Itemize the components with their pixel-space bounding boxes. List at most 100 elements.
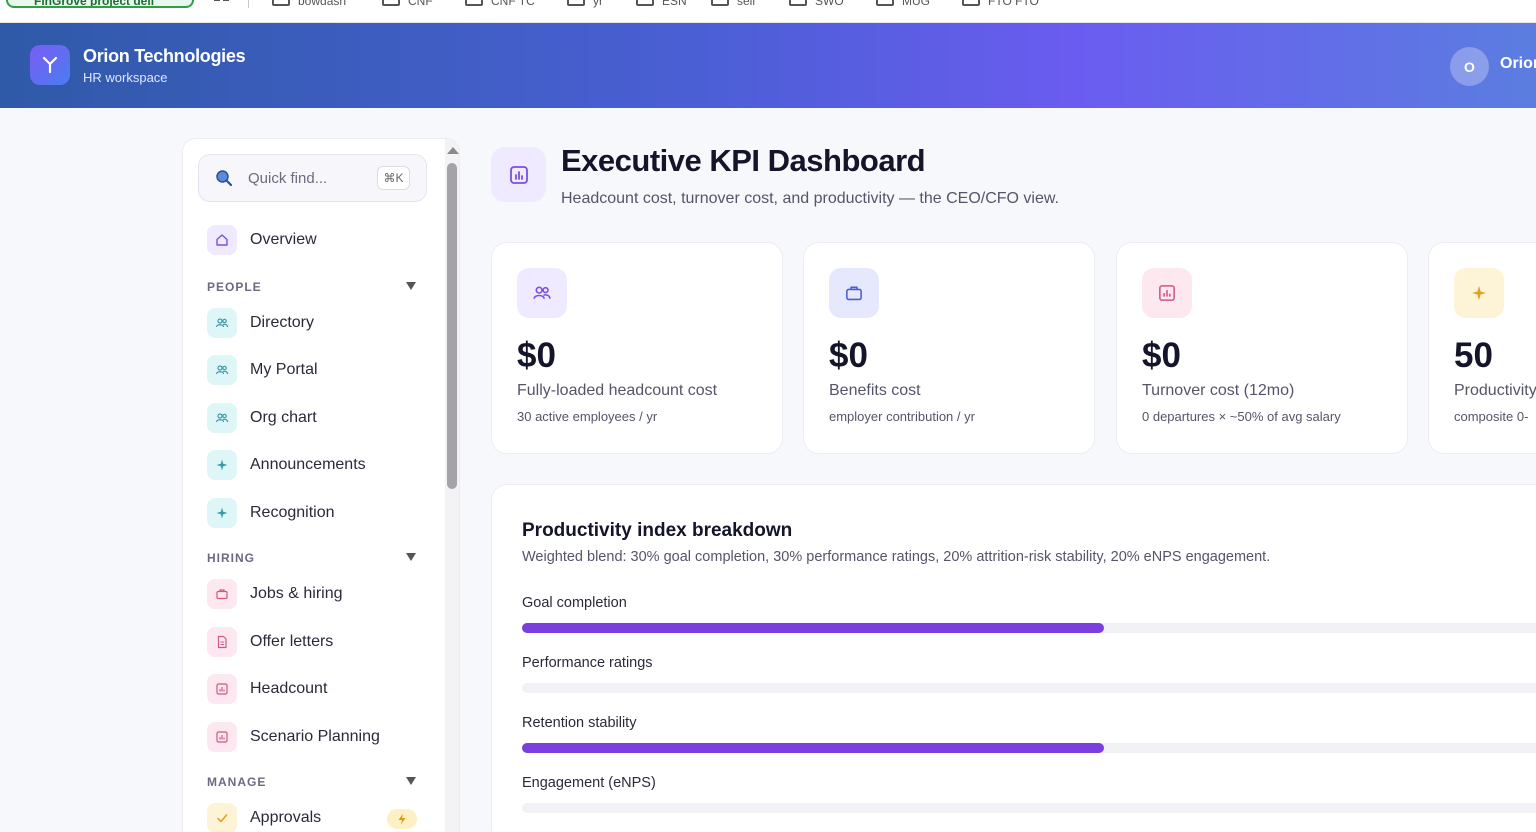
sidebar-item-label: Jobs & hiring (250, 585, 343, 602)
sidebar-item-label: My Portal (250, 361, 318, 378)
bookmark-folder-label: yr (593, 0, 603, 8)
document-icon (207, 627, 237, 657)
bookmark-folder[interactable]: sell (711, 0, 756, 8)
chevron-down-icon[interactable] (406, 777, 416, 785)
bookmark-folder-label: sell (737, 0, 756, 8)
scroll-up-arrow-icon[interactable] (447, 147, 459, 154)
briefcase-icon (829, 268, 879, 318)
lightning-icon (387, 809, 417, 829)
users-icon (517, 268, 567, 318)
sidebar-item-directory[interactable]: Directory (207, 308, 427, 338)
folder-icon (711, 0, 729, 6)
bookmark-folder[interactable]: ESN (636, 0, 687, 8)
users-icon (207, 403, 237, 433)
sidebar-item-label: Approvals (250, 809, 322, 826)
brand-name: Orion Technologies (83, 46, 246, 66)
sidebar-item-label: Announcements (250, 456, 366, 473)
bar-chart-icon (207, 674, 237, 704)
bookmark-folder[interactable]: FTO FTO (962, 0, 1039, 8)
section-hiring[interactable]: HIRING (207, 551, 255, 565)
sidebar-item-jobs-hiring[interactable]: Jobs & hiring (207, 579, 427, 609)
kpi-value: $0 (517, 336, 556, 375)
search-icon (216, 170, 233, 187)
sidebar-item-label: Overview (250, 231, 317, 248)
bookmark-folder[interactable]: bowdash (272, 0, 347, 8)
shortcut-hint: ⌘K (377, 166, 410, 190)
bookmark-folder[interactable]: MUG (876, 0, 930, 8)
bookmarks-bar: FinGrove project dell bowdash CNF CNF TC… (0, 0, 1536, 23)
progress-track-engagement (522, 803, 1536, 813)
bookmark-project[interactable]: FinGrove project dell (6, 0, 194, 8)
sidebar-item-recognition[interactable]: Recognition (207, 498, 427, 528)
kpi-note: 0 departures × ~50% of avg salary (1142, 409, 1341, 424)
kpi-value: $0 (1142, 336, 1181, 375)
kpi-card-productivity: 50 Productivity composite 0- (1428, 242, 1536, 454)
home-icon (207, 225, 237, 255)
sparkle-icon (1454, 268, 1504, 318)
folder-icon (382, 0, 400, 6)
progress-fill-retention-stability (522, 743, 1105, 753)
progress-fill-goal-completion (522, 623, 1105, 633)
kpi-note: 30 active employees / yr (517, 409, 658, 424)
sidebar-item-label: Org chart (250, 409, 317, 426)
user-avatar[interactable]: O (1450, 47, 1489, 86)
section-people[interactable]: PEOPLE (207, 280, 262, 294)
briefcase-icon (207, 579, 237, 609)
sidebar-item-scenario-planning[interactable]: Scenario Planning (207, 722, 427, 752)
brand-logo-icon[interactable] (30, 45, 70, 85)
sidebar-item-label: Headcount (250, 680, 328, 697)
bookmark-folder[interactable]: SWO (789, 0, 844, 8)
page-title: Executive KPI Dashboard (561, 143, 926, 178)
sidebar-item-org-chart[interactable]: Org chart (207, 403, 427, 433)
dashboard-chart-icon (491, 147, 546, 202)
chevron-down-icon[interactable] (406, 553, 416, 561)
app-header: Orion Technologies HR workspace O Orion (0, 23, 1536, 108)
folder-icon (789, 0, 807, 6)
folder-icon (465, 0, 483, 6)
check-icon (207, 803, 237, 832)
progress-track-retention-stability (522, 743, 1536, 753)
folder-icon (962, 0, 980, 6)
kpi-card-headcount-cost: $0 Fully-loaded headcount cost 30 active… (491, 242, 783, 454)
sidebar-item-offer-letters[interactable]: Offer letters (207, 627, 427, 657)
kpi-label: Fully-loaded headcount cost (517, 382, 718, 399)
sidebar-item-label: Scenario Planning (250, 728, 380, 745)
panel-subtitle: Weighted blend: 30% goal completion, 30%… (522, 549, 1271, 565)
bookmark-folder-label: bowdash (298, 0, 347, 8)
progress-track-performance-ratings (522, 683, 1536, 693)
apps-grid-icon[interactable] (214, 0, 230, 6)
sidebar-item-label: Offer letters (250, 633, 334, 650)
bar-chart-icon (207, 722, 237, 752)
bookmark-folder[interactable]: CNF TC (465, 0, 535, 8)
kpi-note: composite 0- (1454, 409, 1529, 424)
scrollbar-thumb[interactable] (447, 163, 457, 489)
sidebar: Quick find... ⌘K Overview PEOPLE Directo… (182, 138, 460, 832)
bar-chart-icon (1142, 268, 1192, 318)
kpi-card-benefits-cost: $0 Benefits cost employer contribution /… (803, 242, 1095, 454)
bookmark-folder[interactable]: CNF (382, 0, 433, 8)
sparkle-icon (207, 498, 237, 528)
bookmark-folder[interactable]: yr (567, 0, 603, 8)
sidebar-item-announcements[interactable]: Announcements (207, 450, 427, 480)
metric-label-retention-stability: Retention stability (522, 715, 637, 731)
panel-title: Productivity index breakdown (522, 520, 793, 541)
search-placeholder: Quick find... (248, 170, 328, 187)
chevron-down-icon[interactable] (406, 282, 416, 290)
kpi-label: Turnover cost (12mo) (1142, 382, 1295, 399)
section-manage[interactable]: MANAGE (207, 775, 267, 789)
kpi-label: Productivity (1454, 382, 1536, 399)
bookmark-folder-label: ESN (662, 0, 687, 8)
sidebar-item-approvals[interactable]: Approvals (207, 803, 427, 832)
kpi-note: employer contribution / yr (829, 409, 975, 424)
sidebar-item-headcount[interactable]: Headcount (207, 674, 427, 704)
kpi-label: Benefits cost (829, 382, 921, 399)
folder-icon (876, 0, 894, 6)
kpi-card-turnover-cost: $0 Turnover cost (12mo) 0 departures × ~… (1116, 242, 1408, 454)
page-subtitle: Headcount cost, turnover cost, and produ… (561, 190, 1059, 207)
quick-find-input[interactable]: Quick find... ⌘K (198, 154, 427, 202)
sidebar-item-overview[interactable]: Overview (207, 225, 427, 255)
metric-label-performance-ratings: Performance ratings (522, 655, 653, 671)
users-icon (207, 308, 237, 338)
user-name[interactable]: Orion (1500, 55, 1536, 72)
sidebar-item-my-portal[interactable]: My Portal (207, 355, 427, 385)
